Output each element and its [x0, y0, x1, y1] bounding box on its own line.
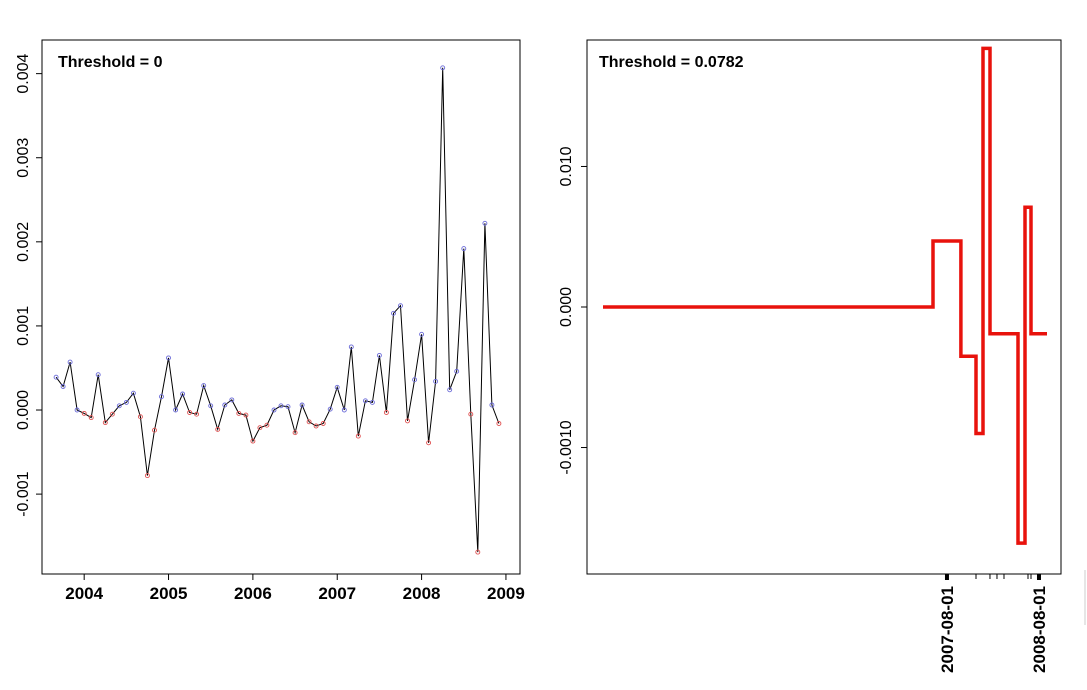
positive-point: [222, 402, 228, 408]
positive-point: [271, 407, 277, 413]
negative-point: [313, 423, 319, 429]
negative-point: [292, 430, 298, 436]
negative-point: [468, 411, 474, 417]
x-tick-label: 2006: [234, 584, 272, 603]
right-y-axis: -0.0010 0.000 0.010: [558, 146, 588, 475]
positive-point: [159, 394, 164, 400]
y-tick-label: 0.002: [15, 222, 32, 262]
positive-point: [454, 368, 460, 374]
right-x-axis: 2007-08-01 2008-08-01: [938, 573, 1049, 673]
negative-point: [383, 410, 389, 415]
negative-point: [320, 421, 326, 426]
x-tick-label: 2005: [150, 584, 188, 603]
positive-point: [130, 390, 136, 396]
positive-point: [116, 403, 122, 409]
positive-point: [123, 399, 129, 405]
positive-point: [489, 402, 495, 408]
right-data-layer: [603, 46, 1047, 545]
positive-point: [362, 398, 368, 404]
y-tick-label: 0.010: [558, 146, 575, 186]
left-x-axis: 2004 2005 2006 2007 2008 2009: [65, 573, 525, 603]
negative-point: [88, 415, 94, 421]
negative-point: [264, 422, 270, 428]
negative-point: [475, 549, 481, 555]
x-tick-label: 2007: [318, 584, 356, 603]
positive-point: [348, 344, 354, 350]
positive-point: [299, 402, 305, 408]
positive-point: [180, 391, 186, 397]
positive-point: [166, 355, 171, 361]
y-tick-label: -0.0010: [558, 420, 575, 474]
negative-point: [102, 420, 108, 426]
step-series-line: [603, 46, 1047, 545]
positive-point: [376, 352, 382, 358]
negative-point: [306, 419, 312, 425]
positive-point: [53, 374, 59, 380]
left-panel-title: Threshold = 0: [58, 54, 163, 71]
negative-point: [81, 410, 87, 416]
positive-point: [440, 65, 446, 71]
negative-point: [144, 473, 150, 479]
y-tick-label: 0.000: [558, 287, 575, 327]
negative-point: [243, 412, 249, 418]
series-line: [55, 67, 500, 553]
positive-point: [327, 406, 333, 412]
negative-point: [152, 427, 157, 433]
positive-point: [433, 378, 439, 384]
left-panel: Threshold = 0 2004 2005 2006 2007 2008 2009 -…: [15, 39, 525, 603]
positive-point: [229, 397, 235, 403]
positive-point: [173, 407, 179, 413]
negative-point: [137, 414, 143, 420]
left-y-axis: -0.001 0.000 0.001 0.002 0.003 0.004: [15, 54, 43, 517]
positive-point: [208, 403, 214, 409]
negative-point: [496, 421, 502, 426]
positive-point: [391, 310, 396, 316]
right-panel: Threshold = 0.0782 2007-08-01 2008-08-01 …: [558, 39, 1062, 673]
negative-point: [215, 426, 221, 432]
negative-point: [405, 418, 410, 424]
positive-point: [334, 384, 340, 390]
positive-point: [74, 407, 80, 413]
x-tick-label: 2009: [487, 584, 525, 603]
positive-point: [95, 372, 101, 378]
negative-point: [355, 433, 361, 439]
positive-point: [419, 331, 425, 337]
positive-point: [285, 404, 291, 410]
negative-point: [257, 425, 263, 431]
negative-point: [187, 410, 193, 415]
negative-point: [194, 411, 200, 417]
positive-point: [341, 407, 347, 413]
y-tick-label: 0.001: [15, 306, 32, 346]
x-tick-label: 2007-08-01: [938, 586, 957, 673]
positive-point: [67, 359, 73, 365]
y-tick-label: 0.004: [15, 54, 32, 94]
right-panel-title: Threshold = 0.0782: [599, 54, 744, 71]
positive-point: [398, 303, 403, 309]
positive-point: [278, 403, 284, 409]
positive-point: [201, 383, 207, 389]
negative-point: [426, 440, 432, 446]
x-tick-label: 2008: [403, 584, 441, 603]
positive-point: [461, 246, 467, 252]
y-tick-label: 0.000: [15, 390, 32, 430]
y-tick-label: 0.003: [15, 138, 32, 178]
left-data-layer: [53, 65, 502, 555]
positive-point: [60, 384, 66, 389]
y-tick-label: -0.001: [15, 471, 32, 516]
positive-point: [412, 377, 418, 383]
x-tick-label: 2004: [65, 584, 103, 603]
x-tick-label: 2008-08-01: [1030, 586, 1049, 673]
negative-point: [236, 410, 242, 416]
negative-point: [250, 438, 256, 444]
positive-point: [447, 387, 453, 393]
negative-point: [109, 411, 115, 417]
positive-point: [369, 399, 375, 405]
positive-point: [482, 220, 488, 226]
